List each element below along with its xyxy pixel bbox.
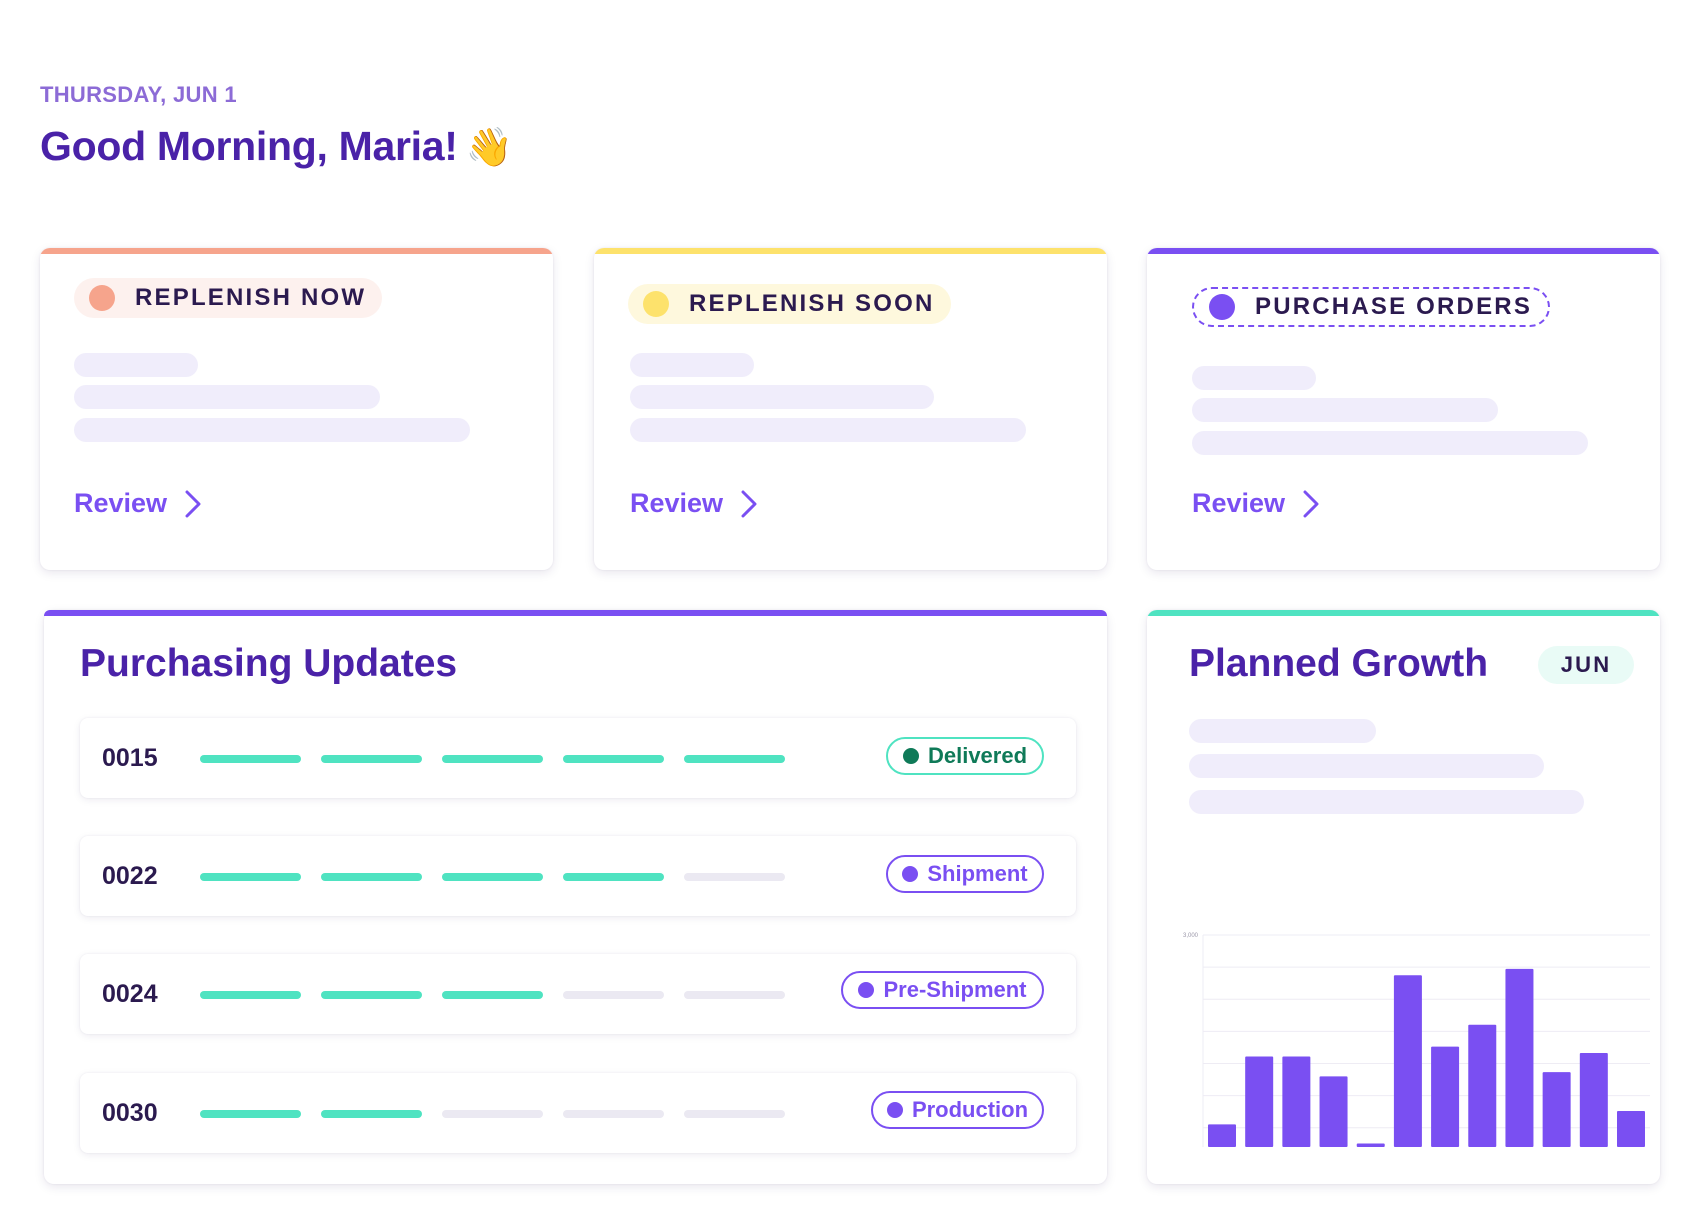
y-tick-label: 3,000 <box>1183 933 1199 939</box>
status-dot-icon <box>886 1102 903 1118</box>
review-link[interactable]: Review <box>630 488 757 519</box>
placeholder-line <box>1192 366 1316 390</box>
progress-step-pending <box>684 991 785 999</box>
placeholder-line <box>630 418 1026 442</box>
progress-step-complete <box>442 755 543 763</box>
status-badge: Shipment <box>886 855 1044 893</box>
chevron-right-icon <box>1303 490 1319 517</box>
chart-bar <box>1468 1024 1497 1147</box>
chart-bar <box>1282 1056 1311 1147</box>
status-dot-icon <box>902 748 919 764</box>
progress-step-pending <box>563 1110 664 1118</box>
purchasing-updates-title: Purchasing Updates <box>80 642 458 685</box>
review-label: Review <box>630 488 724 518</box>
progress-step-complete <box>321 1110 422 1118</box>
chart-bar <box>1542 1072 1571 1147</box>
status-dot-icon <box>643 291 669 317</box>
placeholder-line <box>630 385 934 409</box>
placeholder-line <box>1192 431 1588 455</box>
purchase-row[interactable]: 0030 Production <box>80 1073 1076 1153</box>
chart-bar <box>1208 1124 1236 1147</box>
status-dot-icon <box>1209 294 1235 320</box>
status-badge: Pre-Shipment <box>841 971 1044 1009</box>
progress-step-complete <box>563 755 664 763</box>
status-label: Delivered <box>927 743 1028 768</box>
status-label: Shipment <box>927 861 1028 886</box>
order-id: 0024 <box>102 980 158 1008</box>
chart-bar <box>1579 1053 1608 1147</box>
progress-step-complete <box>442 991 543 999</box>
chart-bar <box>1431 1046 1460 1147</box>
progress-step-pending <box>442 1110 543 1118</box>
chevron-right-icon <box>185 490 201 517</box>
planned-growth-chart: 3,000 <box>1183 933 1650 1147</box>
purchase-row[interactable]: 0022 Shipment <box>80 836 1076 916</box>
placeholder-line <box>74 353 198 377</box>
waving-hand-icon: 👋 <box>465 125 513 169</box>
panel-accent-bar <box>44 610 1107 616</box>
review-label: Review <box>74 488 168 518</box>
purchase-row[interactable]: 0015 Delivered <box>80 718 1076 798</box>
status-label: Production <box>911 1097 1029 1122</box>
placeholder-line <box>74 385 380 409</box>
status-label: Pre-Shipment <box>883 977 1027 1002</box>
planned-growth-title: Planned Growth <box>1189 642 1489 685</box>
purchase-row[interactable]: 0024 Pre-Shipment <box>80 954 1076 1034</box>
review-label: Review <box>1192 488 1286 518</box>
progress-step-complete <box>321 873 422 881</box>
progress-step-complete <box>200 755 301 763</box>
status-dot-icon <box>902 866 919 882</box>
date-label: THURSDAY, JUN 1 <box>40 82 237 107</box>
replenish-now-card: REPLENISH NOW Review <box>40 248 553 570</box>
greeting-text: Good Morning, Maria! <box>40 123 458 169</box>
progress-step-complete <box>321 991 422 999</box>
month-chip[interactable]: JUN <box>1538 646 1634 684</box>
replenish-soon-card: REPLENISH SOON Review <box>594 248 1107 570</box>
purchase-orders-badge: PURCHASE ORDERS <box>1192 287 1551 327</box>
chart-bar <box>1393 975 1422 1147</box>
chevron-right-icon <box>741 490 757 517</box>
status-dot-icon <box>89 285 115 311</box>
order-id: 0022 <box>102 862 158 890</box>
progress-step-complete <box>321 755 422 763</box>
status-badge: Delivered <box>886 737 1044 775</box>
card-label: REPLENISH NOW <box>135 284 367 311</box>
placeholder-line <box>1192 398 1498 422</box>
placeholder-line <box>1189 719 1376 743</box>
review-link[interactable]: Review <box>74 488 201 519</box>
chart-bar <box>1356 1143 1385 1147</box>
status-badge: Production <box>871 1091 1044 1129</box>
placeholder-line <box>630 353 754 377</box>
placeholder-line <box>1189 754 1544 778</box>
card-label: PURCHASE ORDERS <box>1255 293 1533 320</box>
replenish-now-badge: REPLENISH NOW <box>74 278 383 318</box>
status-dot-icon <box>858 982 875 998</box>
placeholder-line <box>1189 790 1584 814</box>
order-id: 0015 <box>102 744 158 772</box>
chart-bar <box>1505 968 1534 1147</box>
progress-step-complete <box>200 873 301 881</box>
review-link[interactable]: Review <box>1192 488 1319 519</box>
card-accent-bar <box>40 248 553 254</box>
progress-step-complete <box>200 991 301 999</box>
card-accent-bar <box>594 248 1107 254</box>
order-id: 0030 <box>102 1099 158 1127</box>
progress-step-pending <box>684 873 785 881</box>
panel-accent-bar <box>1147 610 1660 616</box>
progress-step-complete <box>442 873 543 881</box>
card-label: REPLENISH SOON <box>689 290 935 317</box>
placeholder-line <box>74 418 470 442</box>
progress-step-pending <box>563 991 664 999</box>
progress-step-complete <box>200 1110 301 1118</box>
progress-step-complete <box>684 755 785 763</box>
progress-step-complete <box>563 873 664 881</box>
chart-bar <box>1245 1056 1274 1147</box>
card-accent-bar <box>1147 248 1660 254</box>
progress-step-pending <box>684 1110 785 1118</box>
greeting-title: Good Morning, Maria! 👋 <box>40 123 513 170</box>
purchase-orders-card: PURCHASE ORDERS Review <box>1147 248 1660 570</box>
chart-bar <box>1319 1076 1348 1147</box>
chart-bar <box>1617 1110 1645 1147</box>
replenish-soon-badge: REPLENISH SOON <box>628 284 951 324</box>
